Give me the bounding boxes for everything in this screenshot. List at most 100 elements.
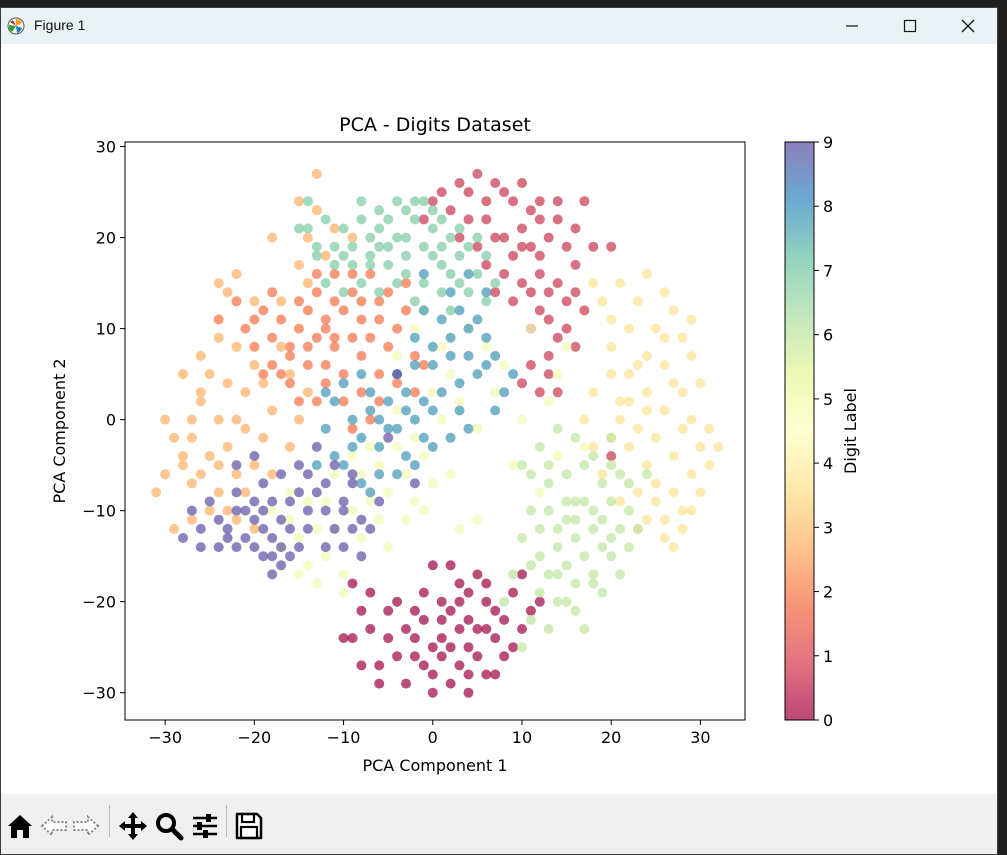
colorbar-tick-label: 2 (823, 583, 833, 602)
colorbar-ticks: 0 1 2 3 4 5 6 7 8 9 (814, 133, 833, 730)
scatter-point-digit-9 (240, 533, 251, 543)
scatter-point-digit-4 (704, 423, 715, 434)
scatter-point-digit-4 (686, 469, 697, 480)
scatter-point-digit-6 (615, 469, 626, 480)
scatter-point-digit-1 (508, 196, 519, 207)
scatter-point-digit-1 (543, 314, 554, 325)
scatter-point-digit-2 (383, 287, 394, 298)
scatter-point-digit-7 (347, 259, 358, 270)
maximize-button[interactable] (881, 8, 939, 44)
close-button[interactable] (939, 8, 997, 44)
scatter-point-digit-2 (302, 360, 313, 370)
scatter-point-digit-5 (374, 460, 385, 471)
home-button[interactable] (3, 811, 37, 841)
scatter-point-digit-9 (249, 514, 260, 525)
pan-button[interactable] (116, 811, 150, 841)
scatter-point-digit-4 (597, 469, 608, 480)
minimize-icon (846, 25, 858, 27)
scatter-point-digit-2 (285, 350, 295, 361)
back-button[interactable] (37, 811, 71, 841)
x-tick-label: 10 (512, 728, 532, 747)
scatter-point-digit-1 (436, 187, 447, 198)
scatter-point-digit-6 (624, 542, 634, 553)
scatter-point-digit-8 (374, 469, 385, 480)
scatter-point-digit-0 (525, 605, 536, 616)
scatter-point-digit-9 (258, 505, 269, 516)
scatter-point-digit-4 (650, 432, 661, 443)
scatter-point-digit-4 (641, 460, 652, 471)
x-tick-label: 20 (601, 728, 621, 747)
scatter-point-digit-9 (276, 469, 287, 480)
scatter-point-digit-5 (418, 505, 429, 516)
scatter-point-digit-6 (624, 505, 634, 516)
scatter-point-digit-5 (347, 505, 358, 516)
scatter-point-digit-0 (409, 605, 420, 616)
scatter-point-digit-5 (320, 496, 331, 507)
scatter-point-digit-0 (418, 614, 429, 625)
scatter-point-digit-5 (365, 441, 376, 452)
figure-canvas[interactable]: −30 −20 −10 0 10 20 30 −30 −20 −10 0 10 20 30 PCA - … (1, 44, 997, 794)
scatter-point-digit-9 (267, 551, 278, 562)
scatter-point-digit-1 (525, 360, 536, 370)
scatter-point-digit-3 (213, 460, 224, 471)
scatter-point-digit-9 (347, 523, 358, 534)
configure-subplots-button[interactable] (188, 811, 222, 841)
scatter-point-digit-6 (517, 642, 527, 653)
zoom-button[interactable] (152, 811, 186, 841)
title-bar[interactable]: Figure 1 (1, 8, 997, 44)
scatter-point-digit-7 (401, 232, 411, 243)
scatter-point-digit-0 (392, 651, 403, 662)
scatter-point-digit-8 (427, 360, 438, 370)
scatter-point-digit-9 (302, 523, 313, 534)
scatter-point-digit-4 (615, 278, 626, 289)
scatter-point-digit-0 (481, 578, 492, 589)
scatter-point-digit-2 (356, 314, 367, 325)
scatter-point-digit-2 (285, 378, 295, 389)
scatter-point-digit-2 (374, 314, 385, 325)
scatter-point-digit-4 (615, 414, 626, 425)
scatter-point-digit-4 (579, 414, 590, 425)
scatter-point-digit-9 (392, 369, 403, 380)
scatter-point-digit-3 (222, 505, 233, 516)
forward-button[interactable] (69, 811, 103, 841)
scatter-point-digit-2 (329, 269, 340, 279)
scatter-point-digit-3 (213, 414, 224, 425)
scatter-point-digit-4 (632, 360, 643, 370)
scatter-point-digit-7 (427, 250, 438, 261)
save-button[interactable] (232, 811, 266, 841)
scatter-point-digit-6 (606, 432, 617, 443)
scatter-point-digit-1 (588, 241, 599, 252)
scatter-point-digit-8 (356, 432, 367, 443)
scatter-point-digit-6 (570, 514, 581, 525)
scatter-point-digit-4 (606, 341, 617, 352)
scatter-point-digit-1 (499, 187, 510, 198)
scatter-point-digit-8 (463, 323, 474, 334)
scatter-point-digit-3 (231, 341, 242, 352)
scatter-point-digit-6 (570, 496, 581, 507)
save-icon (235, 812, 263, 840)
scatter-point-digit-6 (624, 478, 634, 489)
scatter-point-digit-4 (659, 514, 670, 525)
scatter-point-digit-5 (534, 487, 545, 498)
scatter-point-digit-1 (508, 250, 519, 261)
scatter-point-digit-0 (427, 560, 438, 571)
colorbar-tick-label: 7 (823, 261, 833, 280)
x-tick-label: −30 (148, 728, 182, 747)
scatter-point-digit-0 (534, 596, 545, 607)
scatter-point-digit-2 (231, 296, 242, 307)
scatter-point-digit-8 (409, 360, 420, 370)
scatter-point-digit-6 (517, 533, 527, 543)
scatter-point-digit-8 (409, 332, 420, 343)
minimize-button[interactable] (823, 8, 881, 44)
scatter-point-digit-3 (240, 387, 251, 398)
scatter-point-digit-1 (463, 214, 474, 225)
scatter-point-digit-0 (436, 596, 447, 607)
scatter-point-digit-0 (481, 669, 492, 680)
scatter-point-digit-7 (374, 205, 385, 216)
scatter-point-digit-6 (552, 542, 563, 553)
scatter-point-digit-3 (178, 369, 188, 380)
scatter-point-digit-9 (285, 496, 295, 507)
scatter-point-digit-1 (570, 223, 581, 234)
scatter-point-digit-3 (186, 478, 197, 489)
scatter-point-digit-4 (695, 378, 706, 389)
